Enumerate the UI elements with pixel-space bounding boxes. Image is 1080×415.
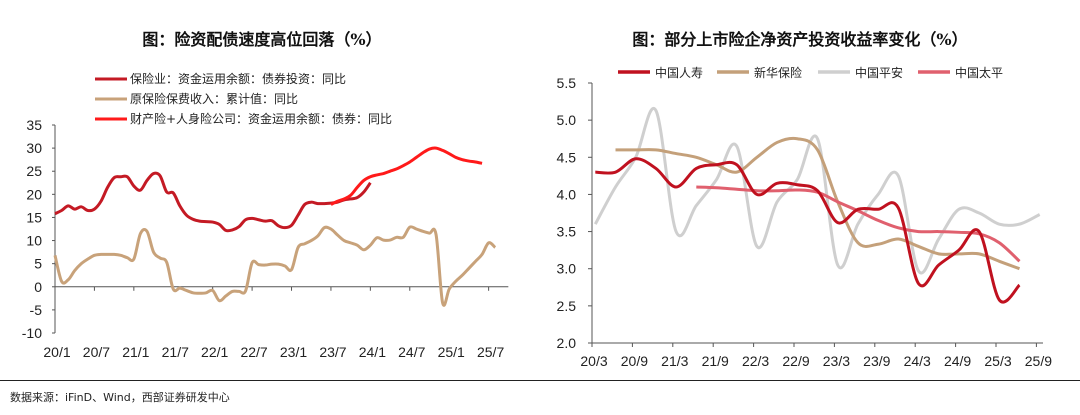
footer-divider	[0, 380, 1080, 381]
left-y-tick-label: 20	[26, 186, 42, 202]
left-legend-label: 原保险保费收入：累计值：同比	[130, 91, 298, 106]
right-series-line-1	[595, 157, 1021, 304]
left-y-tick-label: 25	[26, 163, 42, 179]
right-x-tick-label: 20/9	[621, 353, 648, 369]
right-series-line-3	[593, 106, 1041, 275]
right-y-tick-label: 3.0	[557, 261, 577, 277]
left-x-tick-label: 25/1	[438, 344, 465, 360]
left-x-tick-label: 24/1	[359, 344, 386, 360]
right-x-tick-label: 25/9	[1025, 353, 1052, 369]
right-legend-label: 中国平安	[855, 65, 903, 80]
right-chart-title: 图：部分上市险企净资产投资收益率变化（%）	[632, 30, 968, 49]
left-x-tick-label: 20/7	[83, 344, 110, 360]
right-x-tick-label: 25/3	[984, 353, 1011, 369]
left-x-tick-label: 21/1	[122, 344, 149, 360]
right-x-tick-label: 23/3	[823, 353, 850, 369]
right-y-tick-label: 3.5	[557, 224, 577, 240]
right-x-tick-label: 24/9	[944, 353, 971, 369]
right-legend-label: 中国人寿	[655, 65, 703, 80]
right-y-tick-label: 2.0	[557, 335, 577, 351]
right-x-tick-label: 20/3	[580, 353, 607, 369]
left-legend-label: 财产险+人身险公司：资金运用余额：债券：同比	[130, 111, 392, 126]
right-x-tick-label: 22/9	[782, 353, 809, 369]
left-series-line-1	[54, 171, 372, 233]
left-x-tick-label: 22/1	[201, 344, 228, 360]
left-y-tick-label: 30	[26, 140, 42, 156]
right-y-tick-label: 5.0	[557, 112, 577, 128]
left-y-tick-label: 35	[26, 117, 42, 133]
left-legend-label: 保险业：资金运用余额：债券投资：同比	[130, 71, 346, 86]
right-legend-label: 新华保险	[754, 65, 802, 80]
right-y-tick-label: 2.5	[557, 298, 577, 314]
right-legend-label: 中国太平	[955, 65, 1003, 80]
left-x-tick-label: 23/1	[280, 344, 307, 360]
left-x-tick-label: 20/1	[43, 344, 70, 360]
left-x-tick-label: 23/7	[319, 344, 346, 360]
left-x-tick-label: 22/7	[240, 344, 267, 360]
right-x-tick-label: 21/3	[661, 353, 688, 369]
left-x-tick-label: 21/7	[162, 344, 189, 360]
right-x-tick-label: 22/3	[742, 353, 769, 369]
left-series-line-3	[330, 146, 483, 206]
left-y-tick-label: 0	[34, 279, 42, 295]
left-y-tick-label: 5	[34, 256, 42, 272]
left-series-line-2	[53, 225, 497, 307]
left-chart-title: 图：险资配债速度高位回落（%）	[142, 30, 382, 49]
left-y-tick-label: 15	[26, 209, 42, 225]
right-x-tick-label: 21/9	[702, 353, 729, 369]
right-y-tick-label: 4.0	[557, 186, 577, 202]
source-note: 数据来源：iFinD、Wind，西部证券研发中心	[10, 391, 230, 404]
left-y-tick-label: -10	[22, 325, 42, 341]
left-x-tick-label: 25/7	[477, 344, 504, 360]
left-y-tick-label: 10	[26, 233, 42, 249]
right-x-tick-label: 23/9	[863, 353, 890, 369]
left-y-tick-label: -5	[30, 302, 43, 318]
right-y-tick-label: 4.5	[557, 149, 577, 165]
right-x-tick-label: 24/3	[904, 353, 931, 369]
left-x-tick-label: 24/7	[398, 344, 425, 360]
right-y-tick-label: 5.5	[557, 75, 577, 91]
